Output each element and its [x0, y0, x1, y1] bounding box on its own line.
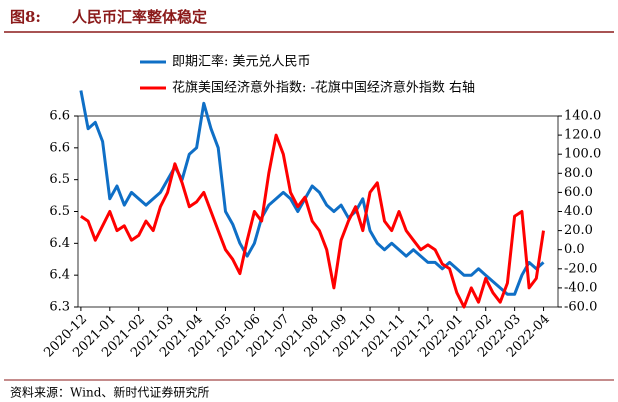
y-tick-label: 6.3: [49, 300, 70, 315]
y2-tick-label: 120.0: [564, 128, 601, 143]
source: 资料来源：Wind、新时代证券研究所: [10, 385, 209, 400]
y2-tick-label: 60.0: [564, 185, 593, 200]
y2-tick-label: -20.0: [564, 261, 597, 276]
y2-tick-label: 100.0: [564, 147, 601, 162]
y2-tick-label: 20.0: [564, 223, 593, 238]
y2-tick-label: 140.0: [564, 109, 601, 124]
y-tick-label: 6.4: [49, 268, 70, 283]
y-tick-label: 6.6: [49, 140, 70, 155]
legend-label: 即期汇率: 美元兑人民币: [172, 54, 311, 70]
title-number: 图8:: [10, 8, 41, 26]
legend-label: 花旗美国经济意外指数: -花旗中国经济意外指数 右轴: [172, 80, 475, 96]
y2-tick-label: -60.0: [564, 300, 597, 315]
series-line: [79, 90, 545, 296]
y-tick-label: 6.4: [49, 236, 70, 251]
y-tick-label: 6.6: [49, 109, 70, 124]
y-tick-label: 6.5: [49, 172, 70, 187]
y2-tick-label: 80.0: [564, 166, 593, 181]
y2-tick-label: 40.0: [564, 204, 593, 219]
y2-tick-label: 0.0: [564, 242, 585, 257]
y2-tick-label: -40.0: [564, 280, 597, 295]
chart-title: 人民币汇率整体稳定: [72, 8, 207, 26]
series-line: [80, 133, 545, 309]
y-tick-label: 6.5: [49, 204, 70, 219]
